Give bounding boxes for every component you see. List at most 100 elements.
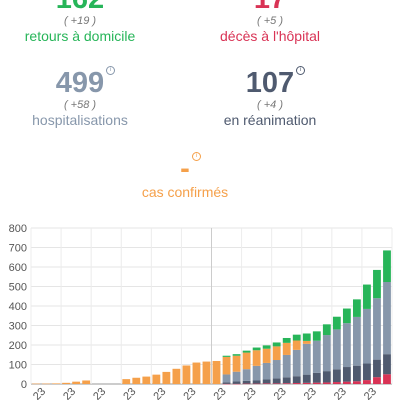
- bar-segment-cases[interactable]: [222, 356, 231, 375]
- bar-segment-home[interactable]: [262, 345, 271, 349]
- bar-segment-icu[interactable]: [302, 374, 311, 383]
- bar-segment-cases[interactable]: [52, 383, 60, 384]
- bar-segment-cases[interactable]: [292, 340, 301, 350]
- bar-segment-deaths[interactable]: [342, 381, 351, 384]
- bar-segment-cases[interactable]: [62, 382, 71, 384]
- bar-segment-icu[interactable]: [373, 359, 381, 378]
- bar-segment-icu[interactable]: [342, 367, 351, 382]
- bar-segment-icu[interactable]: [292, 376, 301, 384]
- bar-segment-deaths[interactable]: [222, 383, 231, 385]
- bar-segment-hosp[interactable]: [282, 354, 291, 378]
- bar-segment-home[interactable]: [383, 250, 391, 283]
- bar-segment-deaths[interactable]: [252, 383, 261, 385]
- bar-segment-hosp[interactable]: [252, 365, 261, 381]
- bar-segment-cases[interactable]: [252, 350, 261, 366]
- bar-segment-icu[interactable]: [322, 371, 331, 383]
- bar-segment-cases[interactable]: [152, 374, 161, 384]
- bar-segment-cases[interactable]: [132, 377, 141, 384]
- bar-segment-cases[interactable]: [202, 361, 211, 384]
- bar-segment-icu[interactable]: [262, 379, 271, 384]
- bar-segment-hosp[interactable]: [363, 308, 371, 364]
- bar-segment-home[interactable]: [322, 324, 331, 336]
- bar-segment-cases[interactable]: [72, 381, 81, 384]
- info-circle-icon[interactable]: [106, 66, 116, 75]
- bar-segment-hosp[interactable]: [312, 340, 321, 373]
- stat-retours-domicile: 162 ( +19 ) retours à domicile: [10, 0, 150, 44]
- bar-segment-home[interactable]: [373, 269, 381, 299]
- bar-segment-hosp[interactable]: [342, 323, 351, 368]
- bar-segment-cases[interactable]: [212, 360, 221, 384]
- bar-segment-icu[interactable]: [282, 377, 291, 384]
- bar-segment-home[interactable]: [272, 342, 281, 347]
- bar-segment-deaths[interactable]: [312, 382, 321, 384]
- bar-segment-home[interactable]: [312, 331, 321, 341]
- bar-segment-home[interactable]: [252, 347, 261, 351]
- bar-segment-icu[interactable]: [352, 365, 361, 382]
- bar-segment-cases[interactable]: [82, 380, 91, 384]
- bar-segment-hosp[interactable]: [332, 329, 341, 370]
- bar-segment-cases[interactable]: [272, 346, 281, 361]
- bar-segment-hosp[interactable]: [373, 298, 381, 360]
- bar-segment-home[interactable]: [222, 355, 231, 357]
- bar-segment-cases[interactable]: [262, 348, 271, 363]
- bar-segment-hosp[interactable]: [242, 369, 251, 381]
- bar-segment-deaths[interactable]: [363, 380, 371, 384]
- bar-segment-hosp[interactable]: [302, 343, 311, 375]
- bar-segment-cases[interactable]: [142, 376, 151, 384]
- bar-segment-icu[interactable]: [272, 378, 281, 384]
- bar-segment-deaths[interactable]: [272, 383, 281, 384]
- bar-segment-icu[interactable]: [222, 382, 231, 384]
- bar-segment-cases[interactable]: [182, 365, 191, 384]
- bar-segment-cases[interactable]: [172, 368, 181, 384]
- bar-segment-deaths[interactable]: [322, 382, 331, 384]
- bar-segment-hosp[interactable]: [272, 360, 281, 379]
- bar-segment-cases[interactable]: [122, 379, 131, 384]
- bar-segment-home[interactable]: [332, 316, 341, 330]
- bar-segment-icu[interactable]: [332, 369, 341, 383]
- bar-segment-cases[interactable]: [192, 362, 201, 384]
- bar-segment-deaths[interactable]: [383, 374, 391, 384]
- bar-segment-deaths[interactable]: [242, 383, 251, 385]
- bar-segment-hosp[interactable]: [232, 371, 241, 382]
- stat-label: en réanimation: [223, 112, 317, 128]
- bar-segment-hosp[interactable]: [262, 362, 271, 380]
- bar-segment-cases[interactable]: [32, 383, 40, 385]
- bar-segment-hosp[interactable]: [292, 349, 301, 377]
- x-tick-label: 23: [212, 386, 229, 400]
- bar-segment-deaths[interactable]: [292, 383, 301, 384]
- bar-segment-deaths[interactable]: [332, 382, 341, 384]
- bar-segment-cases[interactable]: [242, 352, 251, 370]
- bar-segment-cases[interactable]: [302, 340, 311, 344]
- bar-segment-icu[interactable]: [242, 380, 251, 384]
- bar-segment-icu[interactable]: [363, 363, 371, 381]
- bar-segment-home[interactable]: [232, 354, 241, 356]
- bar-segment-home[interactable]: [282, 337, 291, 343]
- bar-segment-deaths[interactable]: [262, 383, 271, 384]
- bar-segment-home[interactable]: [363, 284, 371, 309]
- bar-segment-hosp[interactable]: [352, 316, 361, 366]
- bar-segment-hosp[interactable]: [383, 282, 391, 355]
- bar-segment-deaths[interactable]: [282, 383, 291, 384]
- info-circle-icon[interactable]: [191, 152, 201, 161]
- bar-segment-icu[interactable]: [383, 354, 391, 375]
- x-tick-label: 23: [362, 386, 379, 400]
- bar-segment-home[interactable]: [302, 333, 311, 341]
- bar-segment-icu[interactable]: [252, 380, 261, 384]
- bar-segment-deaths[interactable]: [232, 383, 241, 385]
- bar-segment-cases[interactable]: [162, 371, 171, 384]
- bar-segment-deaths[interactable]: [373, 377, 381, 384]
- bar-segment-home[interactable]: [242, 350, 251, 353]
- bar-segment-home[interactable]: [292, 334, 301, 341]
- bar-segment-deaths[interactable]: [352, 381, 361, 384]
- bar-segment-hosp[interactable]: [322, 335, 331, 372]
- bar-segment-home[interactable]: [342, 308, 351, 324]
- bar-segment-hosp[interactable]: [222, 374, 231, 383]
- bar-segment-cases[interactable]: [282, 342, 291, 355]
- bar-segment-cases[interactable]: [232, 355, 241, 372]
- bar-segment-icu[interactable]: [312, 372, 321, 383]
- info-circle-icon[interactable]: [296, 66, 306, 75]
- bar-segment-cases[interactable]: [42, 383, 50, 385]
- bar-segment-deaths[interactable]: [302, 382, 311, 384]
- bar-segment-home[interactable]: [352, 299, 361, 317]
- bar-segment-icu[interactable]: [232, 381, 241, 384]
